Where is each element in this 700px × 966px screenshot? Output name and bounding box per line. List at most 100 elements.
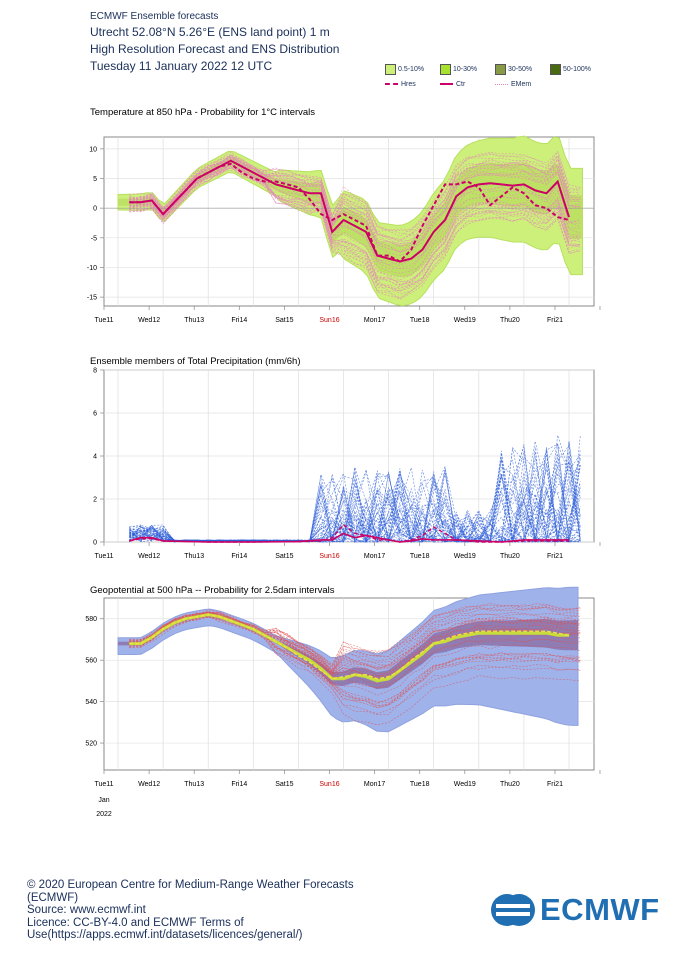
ensemble-member-line bbox=[129, 160, 581, 257]
y-tick-label: -15 bbox=[87, 295, 97, 302]
ensemble-member-line bbox=[129, 444, 581, 543]
ensemble-member-line bbox=[129, 611, 581, 678]
ensemble-member-line bbox=[129, 154, 581, 247]
ensemble-member-line bbox=[129, 167, 581, 283]
x-year-label: 2022 bbox=[96, 811, 112, 818]
x-tick-label: Fri21 bbox=[547, 781, 563, 788]
footer-licence-url: Use(https://apps.ecmwf.int/datasets/lice… bbox=[27, 929, 303, 941]
ensemble-member-line bbox=[129, 616, 581, 708]
ensemble-member-line bbox=[129, 150, 581, 231]
x-tick-label: Tue11 bbox=[94, 781, 113, 788]
ensemble-member-line bbox=[129, 435, 581, 543]
ensemble-member-line bbox=[129, 611, 581, 685]
y-tick-label: 580 bbox=[85, 616, 97, 623]
ensemble-member-line bbox=[129, 450, 581, 543]
ensemble-member-line bbox=[129, 612, 581, 673]
ensemble-member-line bbox=[129, 614, 581, 704]
ensemble-member-line bbox=[129, 167, 581, 288]
legend-swatch bbox=[495, 63, 506, 75]
header-date: Tuesday 11 January 2022 12 UTC bbox=[90, 59, 273, 73]
y-tick-label: 520 bbox=[85, 741, 97, 748]
x-tick-label: Sun16 bbox=[319, 781, 339, 788]
ecmwf-logo-icon bbox=[491, 894, 535, 926]
x-tick-label: Thu20 bbox=[500, 553, 520, 560]
y-tick-label: 0 bbox=[93, 206, 97, 213]
legend-swatch bbox=[550, 63, 561, 75]
y-tick-label: 10 bbox=[89, 146, 97, 153]
hres-line bbox=[129, 523, 569, 543]
ensemble-member-line bbox=[129, 616, 581, 703]
legend-box-2: 10-30% bbox=[440, 63, 477, 75]
ensemble-member-line bbox=[129, 456, 581, 543]
footer-licence: Licence: CC-BY-4.0 and ECMWF Terms of bbox=[27, 916, 244, 929]
header-subtitle: High Resolution Forecast and ENS Distrib… bbox=[90, 42, 340, 56]
y-tick-label: 540 bbox=[85, 699, 97, 706]
ensemble-member-line bbox=[129, 613, 581, 688]
ensemble-member-line bbox=[129, 157, 581, 253]
x-tick-label: Thu13 bbox=[184, 781, 204, 788]
footer-source: Source: www.ecmwf.int bbox=[27, 904, 146, 916]
x-tick-label: Thu20 bbox=[500, 781, 520, 788]
legend-line-swatch bbox=[385, 83, 398, 85]
x-tick-label: Tue11 bbox=[94, 553, 113, 560]
x-tick-label: Fri21 bbox=[547, 553, 563, 560]
ensemble-member-line bbox=[129, 154, 581, 242]
x-tick-label: Mon17 bbox=[364, 553, 386, 560]
x-tick-label: Wed19 bbox=[454, 553, 476, 560]
ensemble-member-line bbox=[129, 616, 581, 715]
ensemble-member-line bbox=[129, 163, 581, 292]
x-tick-label: Fri21 bbox=[547, 317, 563, 324]
y-tick-label: 8 bbox=[93, 368, 97, 375]
ensemble-member-line bbox=[129, 468, 581, 543]
x-tick-label: Tue18 bbox=[410, 781, 430, 788]
ensemble-member-line bbox=[129, 167, 581, 292]
meteogram-charts: 10 5 0 -5 -10 -15 Tue11 Wed12 Thu13 Fri14 Sat15 Sun… bbox=[85, 135, 601, 818]
ensemble-member-line bbox=[129, 611, 581, 671]
legend: 0.5-10% 10-30% 30-50% 50-100% Hres Ctr E… bbox=[385, 63, 685, 93]
ensemble-member-line bbox=[129, 615, 581, 707]
ensemble-member-line bbox=[129, 615, 581, 726]
legend-box-4: 50-100% bbox=[550, 63, 591, 75]
panel-title-temperature: Temperature at 850 hPa - Probability for… bbox=[90, 107, 316, 118]
x-tick-label: Wed19 bbox=[454, 781, 476, 788]
ensemble-member-line bbox=[129, 473, 581, 543]
x-tick-label: Wed12 bbox=[138, 553, 160, 560]
panel-title-precipitation: Ensemble members of Total Precipitation … bbox=[90, 356, 301, 367]
x-tick-label: Tue11 bbox=[94, 317, 113, 324]
ensemble-member-line bbox=[129, 167, 581, 300]
ensemble-member-line bbox=[129, 158, 581, 248]
x-tick-label: Sat15 bbox=[275, 317, 293, 324]
y-tick-label: 2 bbox=[93, 497, 97, 504]
ensemble-member-line bbox=[129, 467, 581, 543]
x-tick-label: Mon17 bbox=[364, 781, 386, 788]
x-tick-label: Fri14 bbox=[231, 317, 247, 324]
x-tick-label: Fri14 bbox=[231, 781, 247, 788]
y-tick-label: -10 bbox=[87, 265, 97, 272]
ensemble-member-line bbox=[129, 150, 581, 237]
footer: © 2020 European Centre for Medium-Range … bbox=[27, 879, 407, 942]
x-month-label: Jan bbox=[98, 797, 109, 804]
ensemble-member-line bbox=[129, 163, 581, 285]
ensemble-member-line bbox=[129, 605, 581, 668]
ensemble-member-line bbox=[129, 163, 581, 285]
legend-swatch bbox=[440, 63, 451, 75]
ensemble-member-line bbox=[129, 614, 581, 704]
legend-box-1: 0.5-10% bbox=[385, 63, 424, 75]
x-tick-label: Sat15 bbox=[275, 781, 293, 788]
x-tick-label: Sun16 bbox=[319, 317, 339, 324]
legend-swatch bbox=[385, 63, 396, 75]
legend-line-ctr: Ctr bbox=[440, 78, 465, 90]
ensemble-member-line bbox=[129, 613, 581, 696]
y-tick-label: 6 bbox=[93, 411, 97, 418]
legend-line-swatch bbox=[495, 83, 508, 85]
y-tick-label: 0 bbox=[93, 540, 97, 547]
ensemble-member-line bbox=[129, 472, 581, 543]
hres-line bbox=[129, 613, 570, 680]
ensemble-member-line bbox=[129, 612, 581, 673]
ensemble-member-line bbox=[129, 463, 581, 543]
ensemble-member-line bbox=[129, 612, 581, 689]
ensemble-member-line bbox=[129, 497, 581, 544]
ensemble-member-line bbox=[129, 616, 581, 706]
ensemble-member-line bbox=[129, 612, 581, 679]
ensemble-member-line bbox=[129, 613, 581, 677]
